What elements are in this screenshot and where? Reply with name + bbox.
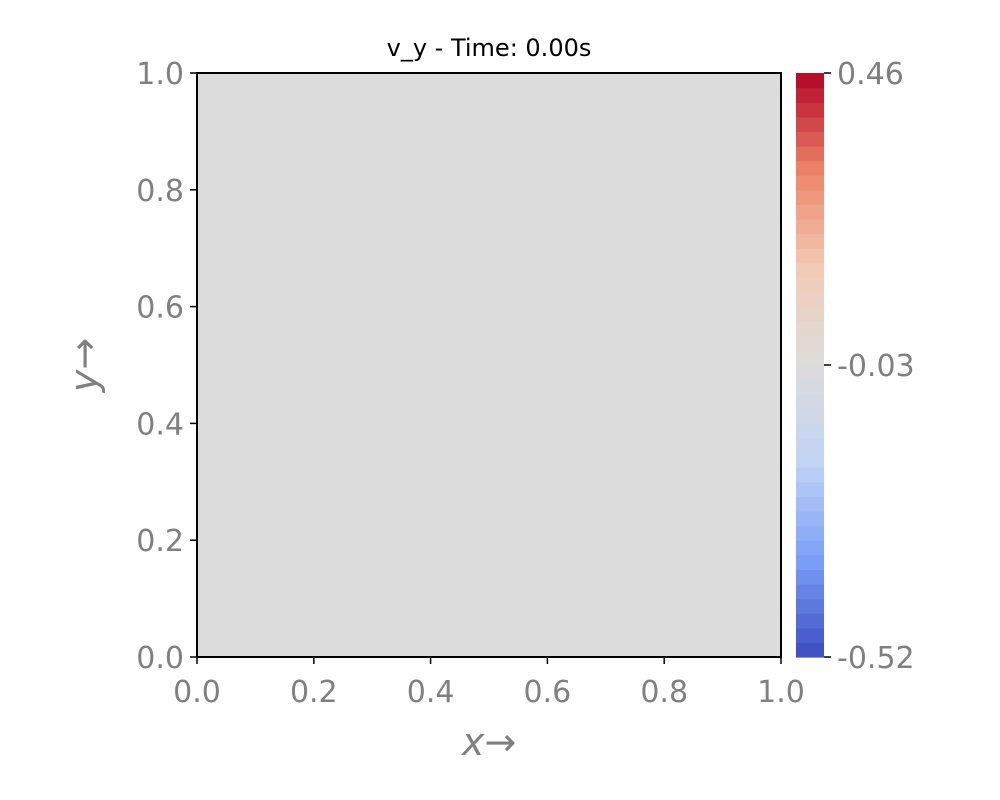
y-axis-ticks: 0.0 0.2 0.4 0.6 0.8 1.0 <box>136 57 197 676</box>
colorbar-band <box>796 511 824 527</box>
colorbar-ticks: 0.46 -0.03 -0.52 <box>824 57 915 676</box>
colorbar-band <box>796 423 824 439</box>
colorbar-band <box>796 160 824 176</box>
colorbar-band <box>796 306 824 322</box>
colorbar-band <box>796 73 824 89</box>
colorbar-band <box>796 102 824 118</box>
colorbar-band <box>796 598 824 614</box>
colorbar-band <box>796 481 824 497</box>
x-tick-label: 0.0 <box>173 675 221 710</box>
colorbar-band <box>796 467 824 483</box>
colorbar-band <box>796 379 824 395</box>
colorbar-band <box>796 262 824 278</box>
y-tick-label: 1.0 <box>136 57 184 92</box>
colorbar-band <box>796 350 824 366</box>
colorbar-band <box>796 116 824 132</box>
y-tick-label: 0.0 <box>136 641 184 676</box>
colorbar-band <box>796 131 824 147</box>
colorbar-band <box>796 277 824 293</box>
y-tick-label: 0.6 <box>136 291 184 326</box>
colorbar-band <box>796 219 824 235</box>
colorbar-band <box>796 175 824 191</box>
colorbar-band <box>796 525 824 541</box>
colorbar-tick-label: 0.46 <box>837 57 904 92</box>
colorbar-band <box>796 292 824 308</box>
colorbar-band <box>796 627 824 643</box>
y-tick-label: 0.4 <box>136 407 184 442</box>
x-tick-label: 0.2 <box>290 675 338 710</box>
colorbar-band <box>796 321 824 337</box>
colorbar-band <box>796 146 824 162</box>
colorbar-band <box>796 540 824 556</box>
x-axis-ticks: 0.0 0.2 0.4 0.6 0.8 1.0 <box>173 657 805 710</box>
colorbar-band <box>796 204 824 220</box>
colorbar-band <box>796 554 824 570</box>
colorbar-band <box>796 394 824 410</box>
x-tick-label: 0.6 <box>524 675 572 710</box>
colorbar-band <box>796 569 824 585</box>
y-tick-label: 0.8 <box>136 174 184 209</box>
plot-frame <box>196 72 782 658</box>
colorbar-tick-label: -0.03 <box>837 349 915 384</box>
colorbar-band <box>796 496 824 512</box>
colorbar-band <box>796 365 824 381</box>
colorbar-band <box>796 438 824 454</box>
colorbar-band <box>796 87 824 103</box>
colorbar-tick-label: -0.52 <box>837 641 915 676</box>
y-tick-label: 0.2 <box>136 524 184 559</box>
colorbar <box>796 73 824 658</box>
x-tick-label: 1.0 <box>757 675 805 710</box>
y-axis-label: y→ <box>62 338 106 393</box>
colorbar-band <box>796 233 824 249</box>
x-tick-label: 0.4 <box>407 675 455 710</box>
heatmap-field <box>197 73 781 657</box>
colorbar-band <box>796 452 824 468</box>
colorbar-band <box>796 613 824 629</box>
colorbar-band <box>796 408 824 424</box>
x-axis-label: x→ <box>461 720 516 764</box>
colorbar-band <box>796 584 824 600</box>
colorbar-band <box>796 642 824 658</box>
colorbar-band <box>796 248 824 264</box>
colorbar-band <box>796 189 824 205</box>
colorbar-band <box>796 335 824 351</box>
chart-title: v_y - Time: 0.00s <box>387 34 592 62</box>
x-tick-label: 0.8 <box>640 675 688 710</box>
